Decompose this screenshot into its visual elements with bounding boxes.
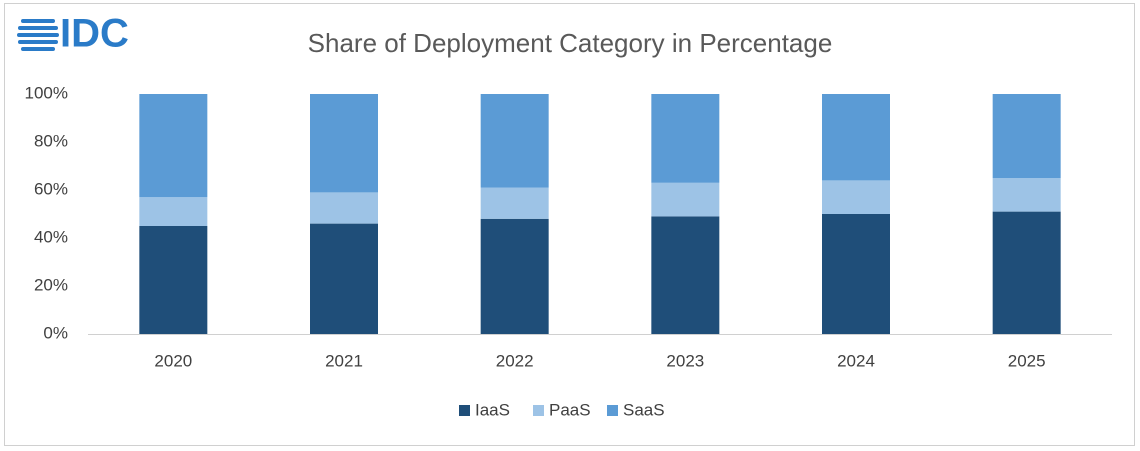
bar-segment [822, 214, 890, 334]
legend-swatch [533, 405, 544, 416]
legend-label: PaaS [549, 400, 591, 419]
bar-segment [651, 94, 720, 183]
bar-segment [651, 216, 720, 334]
y-tick-label: 40% [34, 227, 68, 246]
y-tick-label: 100% [25, 83, 68, 102]
bar-segment [310, 192, 378, 224]
bar-segment [822, 94, 890, 181]
bar-segment [992, 211, 1061, 334]
x-tick-label: 2023 [666, 351, 704, 370]
y-tick-label: 60% [34, 179, 68, 198]
legend-swatch [607, 405, 618, 416]
bar-segment [139, 226, 208, 334]
bar-segment [310, 94, 378, 193]
x-tick-label: 2025 [1008, 351, 1046, 370]
bar-segment [992, 178, 1061, 212]
legend-label: SaaS [623, 400, 665, 419]
chart-title: Share of Deployment Category in Percenta… [308, 28, 833, 58]
legend-label: IaaS [475, 400, 510, 419]
y-tick-label: 20% [34, 275, 68, 294]
bar-segment [651, 182, 720, 217]
bar-segment [480, 94, 549, 188]
x-tick-label: 2022 [496, 351, 534, 370]
legend-swatch [459, 405, 470, 416]
bar-segment [139, 94, 208, 198]
bar-segment [822, 180, 890, 214]
x-tick-label: 2024 [837, 351, 875, 370]
bar-segment [480, 187, 549, 219]
x-tick-label: 2020 [154, 351, 192, 370]
y-tick-label: 0% [43, 323, 68, 342]
logo-globe [17, 19, 59, 51]
bar-segment [139, 197, 208, 226]
y-tick-label: 80% [34, 131, 68, 150]
bar-segment [310, 223, 378, 334]
bar-segment [480, 218, 549, 334]
x-tick-label: 2021 [325, 351, 363, 370]
logo-text: IDC [60, 12, 129, 56]
bar-segment [992, 94, 1061, 178]
